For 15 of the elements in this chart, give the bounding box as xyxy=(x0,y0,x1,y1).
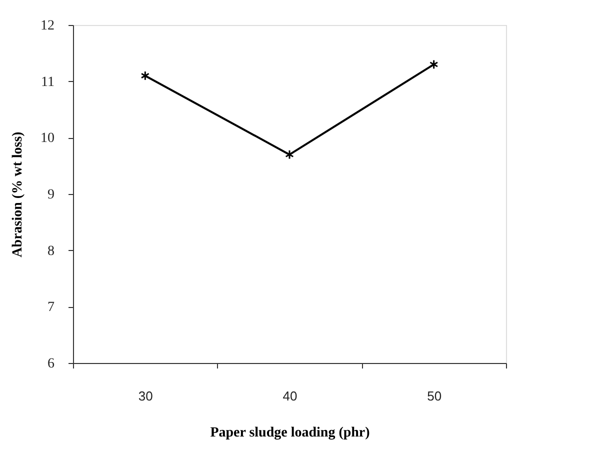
y-tick-label: 7 xyxy=(48,300,54,316)
point xyxy=(429,60,438,70)
x-tick-label: 30 xyxy=(138,388,153,404)
y-tick-label: 11 xyxy=(41,74,54,90)
y-tick-label: 6 xyxy=(48,356,54,372)
x-axis-title: Paper sludge loading (phr) xyxy=(210,426,370,440)
x-tick-label: 40 xyxy=(282,388,298,404)
y-tick-label: 9 xyxy=(48,188,54,202)
y-axis-title: Abrasion (% wt loss) xyxy=(10,131,26,258)
y-tick-label: 10 xyxy=(40,131,54,146)
y-tick-label: 12 xyxy=(40,18,54,34)
point xyxy=(140,70,150,81)
y-tick-label: 8 xyxy=(48,244,54,259)
point xyxy=(285,150,294,160)
x-tick-label: 50 xyxy=(427,388,442,404)
